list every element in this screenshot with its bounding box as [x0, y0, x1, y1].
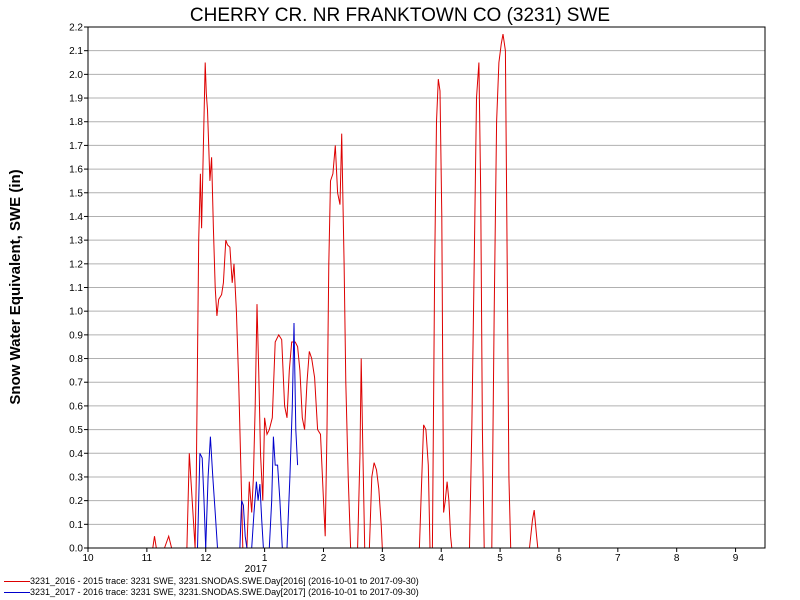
series-line-segment: [529, 510, 539, 549]
y-tick-label: 0.4: [69, 449, 83, 460]
y-tick-label: 0.0: [69, 544, 83, 555]
y-tick-label: 0.9: [69, 330, 83, 341]
series-line-segment: [286, 322, 299, 549]
year-label: 2017: [245, 564, 268, 575]
y-tick-label: 0.1: [69, 520, 83, 531]
x-tick-label: 5: [497, 553, 503, 564]
y-tick-label: 1.5: [69, 188, 83, 199]
legend-swatch-red-line: [4, 581, 30, 583]
x-tick-label: 4: [438, 553, 444, 564]
y-tick-label: 0.2: [69, 496, 83, 507]
x-tick-label: 1: [262, 553, 268, 564]
series-line-segment: [469, 62, 485, 549]
x-tick-label: 6: [556, 553, 562, 564]
series-2016: [152, 34, 539, 549]
y-tick-label: 1.3: [69, 236, 83, 247]
series-line-segment: [197, 453, 207, 549]
y-tick-label: 1.2: [69, 259, 83, 270]
x-axis-ticks: 10 11 12 1 2 3 4 5 6 7 8 9: [82, 548, 739, 564]
series-2017: [197, 322, 299, 549]
x-tick-label: 7: [615, 553, 621, 564]
y-tick-label: 0.7: [69, 378, 83, 389]
series-line-segment: [418, 424, 431, 549]
series-line-segment: [164, 534, 173, 549]
y-tick-label: 1.4: [69, 212, 83, 223]
x-tick-label: 2: [321, 553, 327, 564]
series-line-segment: [268, 436, 283, 549]
series-line-segment: [239, 500, 248, 549]
legend-entry-2016: 3231_2016 - 2015 trace: 3231 SWE, 3231.S…: [4, 576, 419, 586]
y-tick-label: 0.5: [69, 425, 83, 436]
y-tick-label: 2.0: [69, 70, 83, 81]
y-tick-label: 1.7: [69, 141, 83, 152]
series-line-segment: [368, 462, 383, 549]
y-tick-label: 1.1: [69, 283, 83, 294]
legend-label-2016: 3231_2016 - 2015 trace: 3231 SWE, 3231.S…: [30, 576, 419, 586]
y-tick-label: 2.2: [69, 23, 83, 34]
grid-lines: [88, 26, 765, 549]
series-line-segment: [251, 481, 264, 549]
series-line-segment: [186, 62, 244, 549]
y-tick-label: 0.6: [69, 401, 83, 412]
series-line-segment: [357, 358, 366, 549]
y-tick-label: 0.8: [69, 354, 83, 365]
y-axis-label: Snow Water Equivalent, SWE (in): [7, 169, 24, 404]
y-tick-label: 1.0: [69, 307, 83, 318]
x-tick-label: 11: [142, 553, 153, 564]
plot-frame: [87, 26, 766, 549]
y-tick-label: 2.1: [69, 46, 83, 57]
x-tick-label: 10: [82, 553, 94, 564]
series-layer: [152, 34, 539, 549]
series-line-segment: [491, 34, 512, 549]
y-tick-label: 0.3: [69, 472, 83, 483]
series-line-segment: [246, 133, 352, 549]
y-tick-label: 1.6: [69, 165, 83, 176]
y-axis-ticks: 0.0 0.1 0.2 0.3 0.4 0.5 0.6 0.7 0.8 0.9 1.0 1.1 1.2 1…: [69, 23, 88, 555]
x-tick-label: 9: [733, 553, 739, 564]
legend-label-2017: 3231_2017 - 2016 trace: 3231 SWE, 3231.S…: [30, 587, 419, 597]
x-tick-label: 3: [380, 553, 386, 564]
x-tick-label: 12: [200, 553, 212, 564]
chart-title: CHERRY CR. NR FRANKTOWN CO (3231) SWE: [190, 5, 610, 26]
x-tick-label: 8: [674, 553, 680, 564]
y-tick-label: 1.9: [69, 94, 83, 105]
y-tick-label: 1.8: [69, 117, 83, 128]
series-line-segment: [152, 536, 157, 549]
legend-swatch-blue-line: [4, 592, 30, 594]
series-line-segment: [205, 436, 218, 549]
series-line-segment: [431, 79, 453, 549]
legend-entry-2017: 3231_2017 - 2016 trace: 3231 SWE, 3231.S…: [4, 587, 419, 597]
